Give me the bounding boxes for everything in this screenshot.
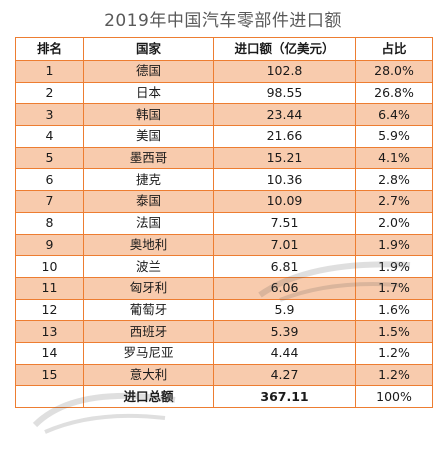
country-cell: 奥地利: [83, 233, 214, 257]
header-rank: 排名: [15, 37, 84, 61]
value-cell: 5.9: [213, 298, 356, 322]
total-label-cell: 进口总额: [83, 385, 214, 408]
value-cell: 6.06: [213, 276, 356, 300]
share-cell: 1.7%: [355, 276, 433, 300]
country-cell: 捷克: [83, 168, 214, 192]
table-row: 10 波兰 6.81 1.9%: [15, 255, 433, 278]
table-row: 7 泰国 10.09 2.7%: [15, 190, 433, 213]
rank-cell: 15: [15, 363, 84, 387]
rank-cell: 9: [15, 233, 84, 257]
rank-cell: 1: [15, 60, 84, 83]
value-cell: 15.21: [213, 146, 356, 170]
table-row: 8 法国 7.51 2.0%: [15, 211, 433, 235]
rank-cell: 6: [15, 168, 84, 192]
value-cell: 7.01: [213, 233, 356, 257]
share-cell: 6.4%: [355, 103, 433, 127]
table-row: 15 意大利 4.27 1.2%: [15, 363, 433, 387]
country-cell: 日本: [83, 81, 214, 105]
share-cell: 1.6%: [355, 298, 433, 322]
share-cell: 1.9%: [355, 233, 433, 257]
table-row: 4 美国 21.66 5.9%: [15, 125, 433, 148]
value-cell: 10.09: [213, 190, 356, 213]
total-share-cell: 100%: [355, 385, 433, 408]
value-cell: 4.44: [213, 341, 356, 365]
rank-cell: 8: [15, 211, 84, 235]
rank-cell: 4: [15, 125, 84, 148]
header-row: 排名 国家 进口额（亿美元） 占比: [15, 37, 433, 61]
import-table: 排名 国家 进口额（亿美元） 占比 1 德国 102.8 28.0% 2 日本 98.55 2…: [15, 37, 433, 408]
value-cell: 21.66: [213, 125, 356, 148]
table-row: 14 罗马尼亚 4.44 1.2%: [15, 341, 433, 365]
table-row: 12 葡萄牙 5.9 1.6%: [15, 298, 433, 322]
rank-cell: 2: [15, 81, 84, 105]
share-cell: 2.0%: [355, 211, 433, 235]
share-cell: 1.5%: [355, 320, 433, 343]
value-cell: 10.36: [213, 168, 356, 192]
value-cell: 98.55: [213, 81, 356, 105]
share-cell: 2.8%: [355, 168, 433, 192]
table-row: 6 捷克 10.36 2.8%: [15, 168, 433, 192]
country-cell: 波兰: [83, 255, 214, 278]
header-share: 占比: [355, 37, 433, 61]
country-cell: 匈牙利: [83, 276, 214, 300]
share-cell: 1.2%: [355, 363, 433, 387]
share-cell: 2.7%: [355, 190, 433, 213]
country-cell: 美国: [83, 125, 214, 148]
total-rank-cell: [15, 385, 84, 408]
value-cell: 23.44: [213, 103, 356, 127]
value-cell: 7.51: [213, 211, 356, 235]
rank-cell: 3: [15, 103, 84, 127]
share-cell: 5.9%: [355, 125, 433, 148]
rank-cell: 10: [15, 255, 84, 278]
rank-cell: 5: [15, 146, 84, 170]
rank-cell: 11: [15, 276, 84, 300]
table-body: 1 德国 102.8 28.0% 2 日本 98.55 26.8% 3 韩国 23.44 6.4% 4 美…: [15, 60, 433, 408]
value-cell: 5.39: [213, 320, 356, 343]
country-cell: 韩国: [83, 103, 214, 127]
rank-cell: 14: [15, 341, 84, 365]
header-country: 国家: [83, 37, 214, 61]
table-row: 5 墨西哥 15.21 4.1%: [15, 146, 433, 170]
share-cell: 4.1%: [355, 146, 433, 170]
country-cell: 泰国: [83, 190, 214, 213]
header-value: 进口额（亿美元）: [213, 37, 356, 61]
country-cell: 德国: [83, 60, 214, 83]
share-cell: 26.8%: [355, 81, 433, 105]
value-cell: 102.8: [213, 60, 356, 83]
country-cell: 罗马尼亚: [83, 341, 214, 365]
country-cell: 意大利: [83, 363, 214, 387]
total-value-cell: 367.11: [213, 385, 356, 408]
share-cell: 28.0%: [355, 60, 433, 83]
country-cell: 葡萄牙: [83, 298, 214, 322]
total-row: 进口总额 367.11 100%: [15, 385, 433, 408]
rank-cell: 7: [15, 190, 84, 213]
country-cell: 西班牙: [83, 320, 214, 343]
share-cell: 1.2%: [355, 341, 433, 365]
rank-cell: 12: [15, 298, 84, 322]
value-cell: 6.81: [213, 255, 356, 278]
country-cell: 法国: [83, 211, 214, 235]
table-row: 1 德国 102.8 28.0%: [15, 60, 433, 83]
table-row: 9 奥地利 7.01 1.9%: [15, 233, 433, 257]
share-cell: 1.9%: [355, 255, 433, 278]
rank-cell: 13: [15, 320, 84, 343]
country-cell: 墨西哥: [83, 146, 214, 170]
table-row: 3 韩国 23.44 6.4%: [15, 103, 433, 127]
table-row: 11 匈牙利 6.06 1.7%: [15, 276, 433, 300]
value-cell: 4.27: [213, 363, 356, 387]
table-row: 2 日本 98.55 26.8%: [15, 81, 433, 105]
table-row: 13 西班牙 5.39 1.5%: [15, 320, 433, 343]
page-title: 2019年中国汽车零部件进口额: [104, 11, 342, 31]
